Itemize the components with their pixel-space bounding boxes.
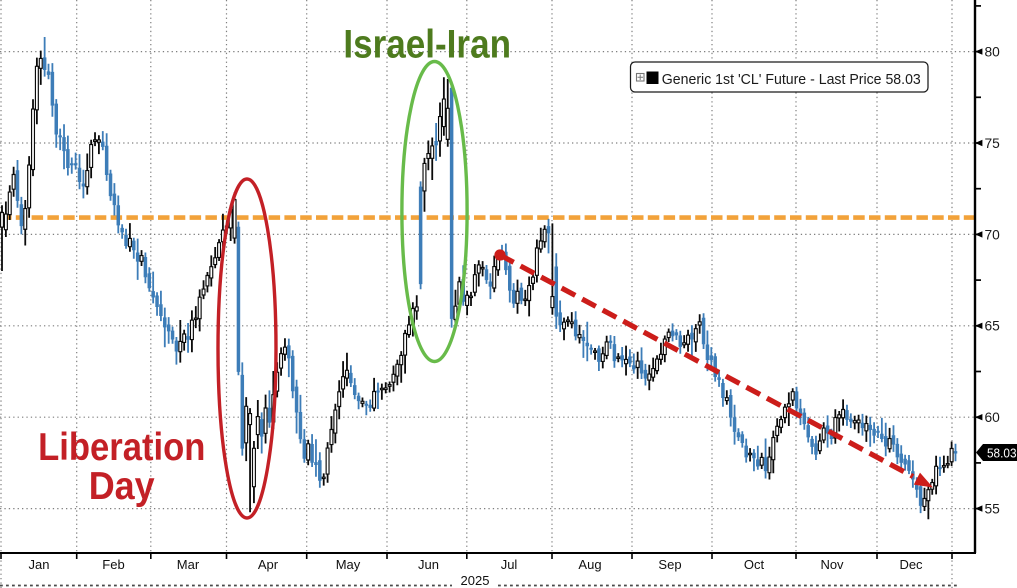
svg-text:Sep: Sep <box>658 557 681 572</box>
svg-text:Nov: Nov <box>820 557 844 572</box>
svg-text:Apr: Apr <box>258 557 279 572</box>
svg-text:65: 65 <box>985 319 1001 334</box>
svg-text:70: 70 <box>985 227 1001 242</box>
svg-text:Israel-Iran: Israel-Iran <box>343 23 511 67</box>
svg-text:Dec: Dec <box>899 557 923 572</box>
svg-text:Mar: Mar <box>177 557 200 572</box>
svg-text:75: 75 <box>985 136 1001 151</box>
svg-text:58.03: 58.03 <box>987 446 1017 461</box>
svg-text:Day: Day <box>89 465 156 508</box>
svg-text:2025: 2025 <box>461 573 490 588</box>
svg-text:May: May <box>336 557 361 572</box>
svg-text:Aug: Aug <box>578 557 601 572</box>
svg-text:60: 60 <box>985 410 1001 425</box>
svg-text:Jul: Jul <box>501 557 518 572</box>
svg-text:Feb: Feb <box>102 557 124 572</box>
svg-text:Liberation: Liberation <box>38 426 205 469</box>
svg-text:Jun: Jun <box>418 557 439 572</box>
svg-text:Generic 1st 'CL' Future - Last: Generic 1st 'CL' Future - Last Price 58.… <box>662 72 921 88</box>
svg-text:Oct: Oct <box>744 557 765 572</box>
svg-text:80: 80 <box>985 45 1001 60</box>
svg-text:55: 55 <box>985 502 1001 517</box>
svg-text:Jan: Jan <box>29 557 50 572</box>
